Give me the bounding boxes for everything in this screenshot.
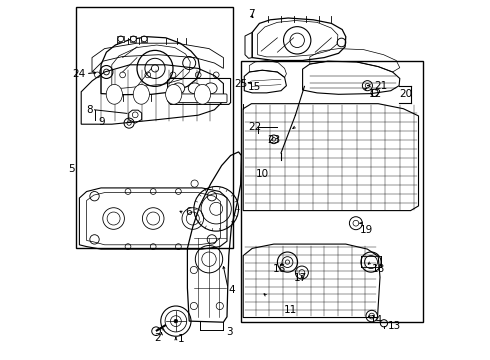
Text: 20: 20 [399, 89, 413, 99]
Ellipse shape [106, 85, 122, 104]
Text: 25: 25 [234, 79, 247, 89]
Text: 10: 10 [256, 168, 269, 179]
Ellipse shape [166, 85, 182, 104]
Text: 14: 14 [370, 315, 383, 325]
Text: 21: 21 [374, 81, 387, 91]
Text: 1: 1 [178, 334, 184, 344]
Text: 6: 6 [185, 207, 192, 217]
Text: 8: 8 [87, 105, 93, 115]
Bar [130, 36, 136, 42]
Text: 11: 11 [284, 305, 297, 315]
Text: 4: 4 [229, 285, 235, 295]
FancyBboxPatch shape [171, 94, 227, 103]
Text: 15: 15 [248, 82, 261, 93]
Ellipse shape [188, 83, 201, 94]
Text: 22: 22 [248, 122, 262, 132]
Bar [242, 61, 423, 322]
Text: 16: 16 [273, 264, 286, 274]
Ellipse shape [195, 85, 211, 104]
Ellipse shape [172, 83, 185, 94]
Text: 19: 19 [360, 225, 373, 235]
Text: 2: 2 [154, 333, 161, 343]
Ellipse shape [133, 85, 149, 104]
Text: 7: 7 [248, 9, 254, 19]
Text: 5: 5 [69, 164, 75, 174]
Text: 17: 17 [294, 273, 307, 283]
Ellipse shape [204, 83, 217, 94]
Text: 13: 13 [388, 321, 401, 331]
Circle shape [174, 319, 178, 323]
Text: 3: 3 [226, 327, 233, 337]
Text: 23: 23 [267, 135, 280, 145]
Text: 18: 18 [372, 264, 385, 274]
Text: 12: 12 [368, 89, 382, 99]
Text: 9: 9 [99, 117, 105, 127]
Bar [141, 36, 147, 42]
Text: 24: 24 [72, 69, 85, 79]
Bar [76, 7, 233, 248]
Bar [117, 36, 123, 42]
